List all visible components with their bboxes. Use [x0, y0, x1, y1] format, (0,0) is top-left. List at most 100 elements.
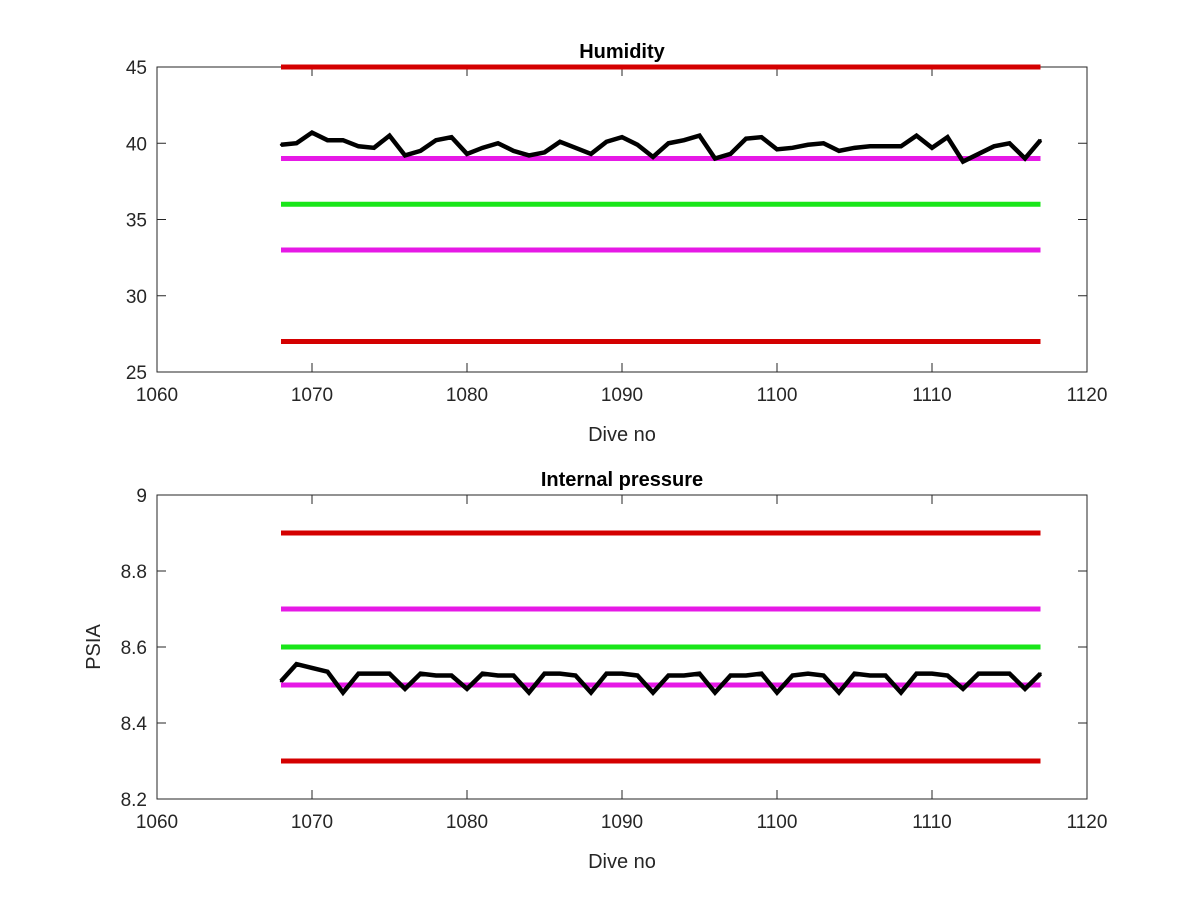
x-tick-label: 1090	[601, 385, 643, 406]
data-point	[357, 672, 360, 675]
data-point	[357, 145, 360, 148]
data-point	[791, 146, 794, 150]
data-point	[388, 134, 391, 137]
x-tick-label: 1100	[757, 385, 798, 406]
data-series-line	[280, 129, 1043, 165]
data-point	[465, 152, 469, 156]
data-point	[403, 687, 407, 690]
data-point	[977, 152, 980, 156]
data-point	[512, 674, 515, 677]
axes-box	[156, 66, 1088, 373]
data-point	[822, 142, 825, 145]
data-point	[884, 674, 887, 677]
y-tick-label: 8.4	[121, 714, 148, 735]
data-point	[1023, 687, 1027, 690]
data-point	[512, 149, 515, 153]
humidity-plot: 1060 1070 1080 1090 1100 1110 1120 25 30 35 40 45 Hu…	[126, 41, 1108, 446]
data-point	[992, 145, 996, 148]
data-point	[543, 151, 546, 154]
y-tick-label: 9	[136, 486, 147, 507]
data-point	[698, 672, 701, 675]
data-point	[527, 691, 531, 694]
data-point	[915, 134, 918, 137]
data-point	[543, 672, 546, 675]
data-point	[899, 145, 903, 148]
data-point	[295, 142, 298, 145]
data-point	[651, 691, 655, 694]
y-tick-label: 8.2	[121, 790, 147, 811]
data-series-line	[279, 661, 1043, 697]
data-point	[589, 152, 593, 156]
data-point	[915, 672, 918, 675]
x-tick-label: 1060	[136, 385, 178, 406]
data-point	[279, 143, 283, 146]
x-tick-label: 1100	[757, 812, 798, 833]
x-tick-label: 1120	[1067, 385, 1108, 406]
data-point	[341, 139, 345, 142]
data-point	[667, 674, 670, 677]
x-tick-label: 1090	[601, 812, 643, 833]
x-tick-label: 1120	[1067, 812, 1108, 833]
y-tick-label: 25	[126, 363, 147, 384]
data-point	[605, 672, 608, 675]
data-point	[899, 691, 903, 694]
data-point	[450, 674, 453, 677]
data-point	[682, 139, 686, 142]
data-point	[977, 672, 980, 675]
data-point	[651, 155, 655, 159]
data-point	[884, 145, 887, 148]
data-point	[853, 146, 856, 150]
chart-title: Humidity	[579, 41, 665, 63]
data-point	[837, 149, 841, 153]
data-point	[310, 131, 314, 134]
x-axis-label: Dive no	[588, 851, 656, 873]
data-point	[946, 674, 949, 677]
data-point	[481, 146, 484, 150]
data-point	[1039, 139, 1042, 142]
chart-title: Internal pressure	[541, 469, 703, 491]
data-point	[961, 687, 965, 690]
data-point	[574, 146, 577, 150]
data-point	[760, 672, 763, 675]
data-point	[450, 135, 453, 139]
data-point	[620, 135, 624, 139]
x-tick-label: 1070	[291, 385, 333, 406]
data-point	[930, 672, 934, 675]
y-tick-label: 8.8	[121, 562, 147, 583]
data-point	[372, 146, 376, 150]
x-tick-label: 1060	[136, 812, 178, 833]
data-point	[558, 140, 562, 143]
x-tick-label: 1110	[912, 385, 951, 406]
data-point	[744, 674, 748, 677]
data-point	[1008, 672, 1011, 675]
data-point	[636, 143, 639, 146]
x-tick-label: 1070	[291, 812, 333, 833]
data-point	[434, 139, 438, 142]
data-point	[713, 157, 717, 160]
data-point	[527, 154, 531, 157]
data-point	[1039, 672, 1042, 675]
data-point	[419, 149, 422, 153]
data-point	[791, 674, 794, 677]
data-point	[806, 143, 810, 146]
data-point	[667, 142, 670, 145]
data-point	[620, 672, 624, 675]
data-point	[419, 672, 422, 675]
data-point	[434, 674, 438, 677]
data-point	[853, 672, 856, 675]
data-point	[388, 672, 391, 675]
internal-pressure-plot: 1060 1070 1080 1090 1100 1110 1120 8.2 8.4 8.6 8.8…	[83, 469, 1107, 873]
y-tick-label: 35	[126, 211, 147, 232]
data-point	[589, 691, 593, 694]
y-tick-label: 40	[126, 134, 147, 155]
data-point	[605, 140, 608, 143]
data-point	[729, 152, 732, 156]
x-axis-label: Dive no	[588, 424, 656, 446]
data-point	[403, 154, 407, 157]
data-point	[822, 674, 825, 677]
data-point	[868, 145, 872, 148]
data-point	[574, 674, 577, 677]
data-point	[775, 148, 779, 151]
data-point	[558, 672, 562, 675]
